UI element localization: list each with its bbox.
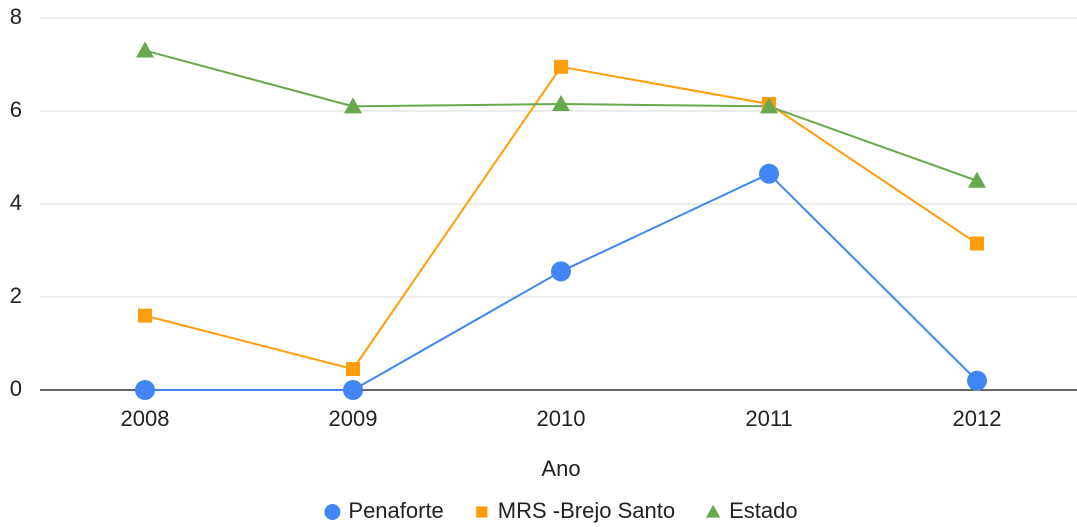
x-tick-label: 2008 [121,406,170,431]
point [759,163,779,184]
y-tick-label: 2 [10,283,22,308]
legend-label: MRS -Brejo Santo [498,498,675,523]
legend-marker [476,506,488,518]
y-tick-label: 8 [10,4,22,29]
y-tick-label: 4 [10,190,22,215]
point [344,97,362,114]
legend-marker [324,504,341,520]
y-tick-label: 6 [10,97,22,122]
point [967,370,987,391]
point [554,59,568,74]
legend-label: Estado [729,498,798,523]
series-line [145,172,978,391]
x-axis-label: Ano [541,456,580,481]
point [135,380,155,400]
point [343,380,363,400]
point [968,171,986,188]
legend-marker [705,504,721,518]
point [551,261,571,282]
point [970,236,984,251]
x-tick-label: 2011 [745,406,792,431]
point [760,97,778,114]
series-line [144,65,978,371]
point [346,362,360,377]
point [136,41,154,58]
legend-label: Penaforte [348,498,443,523]
x-tick-label: 2012 [953,406,1002,431]
point [138,308,152,323]
y-tick-label: 0 [10,376,22,401]
x-tick-label: 2009 [329,406,378,431]
x-tick-label: 2010 [537,406,586,431]
point [552,95,570,112]
